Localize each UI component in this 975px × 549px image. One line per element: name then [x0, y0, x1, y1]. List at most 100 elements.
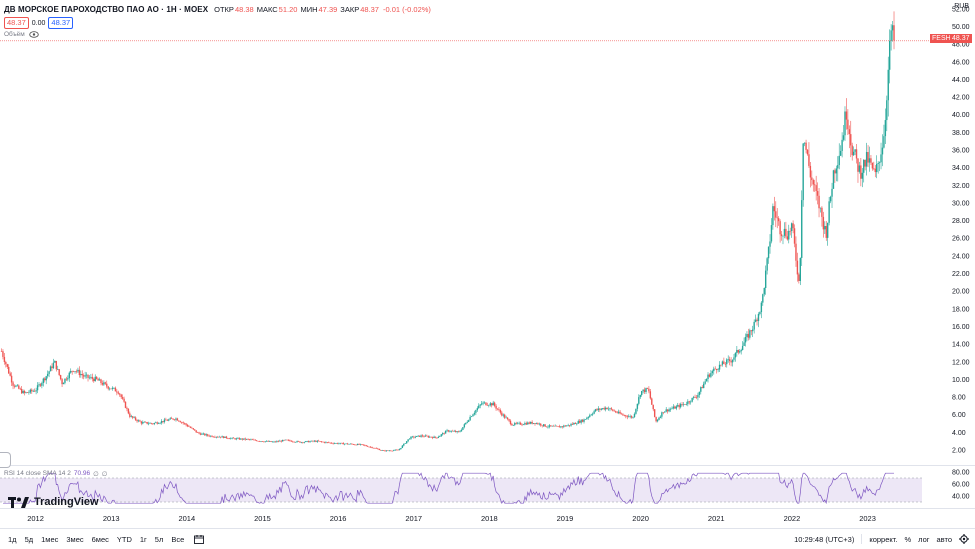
- candle-body: [754, 319, 757, 322]
- candle-body: [753, 321, 755, 330]
- adjust-button[interactable]: коррект.: [869, 534, 898, 544]
- candle-body: [313, 440, 316, 442]
- candle-body: [736, 349, 738, 353]
- range-button-YTD[interactable]: YTD: [116, 534, 132, 544]
- candle-body: [844, 111, 846, 136]
- candle-body: [209, 435, 212, 437]
- candle-body: [250, 439, 252, 441]
- candle-body: [498, 409, 500, 411]
- ask-price[interactable]: 48.37: [48, 17, 74, 29]
- currency-label[interactable]: RUB: [954, 3, 969, 10]
- candle-body: [855, 149, 858, 159]
- candle-body: [51, 366, 53, 369]
- candle-body: [251, 439, 254, 441]
- candle-body: [391, 450, 393, 452]
- candle-body: [183, 423, 186, 424]
- candle-body: [431, 437, 434, 439]
- candle-body: [482, 402, 484, 404]
- bid-ask-row: 48.37 0.00 48.37: [4, 17, 74, 29]
- candle-body: [230, 438, 232, 439]
- drawing-tools-toggle[interactable]: [0, 452, 11, 468]
- candle-body: [263, 441, 265, 443]
- percent-button[interactable]: %: [904, 534, 912, 544]
- range-button-3мес[interactable]: 3мес: [66, 534, 84, 544]
- tradingview-logo[interactable]: TradingView: [8, 496, 99, 508]
- log-button[interactable]: лог: [918, 534, 930, 544]
- candle-body: [587, 416, 590, 418]
- auto-button[interactable]: авто: [936, 534, 952, 544]
- candle-body: [312, 440, 314, 442]
- candle-body: [356, 443, 359, 446]
- range-button-5л[interactable]: 5л: [154, 534, 164, 544]
- candle-body: [558, 426, 561, 428]
- current-price-label: 48.37: [950, 34, 972, 43]
- candle-body: [130, 416, 132, 417]
- candle-body: [117, 392, 120, 394]
- candle-body: [821, 207, 823, 217]
- candle-body: [860, 165, 862, 179]
- ohlc-key: МАКС: [256, 4, 278, 14]
- y-tick-label: 52.00: [952, 6, 970, 13]
- candle-body: [646, 388, 649, 389]
- rsi-tick-label: 60.00: [952, 482, 970, 489]
- range-button-1мес[interactable]: 1мес: [41, 534, 59, 544]
- candle-body: [717, 369, 719, 371]
- y-tick-label: 2.00: [952, 448, 966, 455]
- candle-body: [728, 359, 731, 362]
- y-tick-label: 8.00: [952, 395, 966, 402]
- candle-body: [155, 422, 157, 424]
- candle-body: [695, 397, 698, 398]
- candle-body: [803, 142, 806, 144]
- candle-body: [264, 441, 267, 442]
- candle-body: [0, 351, 3, 352]
- x-tick-label: 2019: [557, 514, 574, 523]
- range-button-1г[interactable]: 1г: [139, 534, 147, 544]
- range-button-6мес[interactable]: 6мес: [91, 534, 109, 544]
- range-button-Все[interactable]: Все: [171, 534, 185, 544]
- candle-body: [868, 158, 871, 163]
- candle-body: [617, 411, 620, 413]
- candle-body: [649, 391, 652, 399]
- price-chart[interactable]: 80.00 60.00 40.00 2.00 4.00 6.00 8.00 10.00 12.…: [0, 0, 975, 528]
- candle-body: [842, 135, 845, 140]
- divider: [861, 534, 863, 544]
- candle-body: [829, 196, 832, 202]
- clock[interactable]: 10:29:48 (UTC+3): [794, 534, 855, 544]
- candle-body: [222, 436, 225, 439]
- y-tick-label: 46.00: [952, 59, 970, 66]
- candle-body: [887, 69, 889, 101]
- candle-body: [247, 438, 249, 440]
- candle-body: [338, 443, 340, 445]
- ohlc-value: -0.01 (-0.02%): [382, 4, 431, 14]
- rsi-label[interactable]: RSI 14 close SMA 14 2: [4, 470, 71, 477]
- candle-body: [80, 374, 82, 376]
- ohlc-item: МИН47.39: [300, 5, 337, 14]
- range-button-5д[interactable]: 5д: [24, 534, 34, 544]
- y-tick-label: 42.00: [952, 95, 970, 102]
- candle-body: [682, 404, 685, 405]
- candle-body: [3, 356, 6, 363]
- gear-icon[interactable]: [959, 534, 969, 544]
- symbol-price-tag: FESH: [930, 34, 953, 43]
- candle-body: [234, 438, 236, 440]
- candle-body: [541, 425, 543, 427]
- calendar-range-icon[interactable]: [194, 534, 205, 544]
- candle-body: [408, 438, 411, 440]
- candle-body: [292, 441, 294, 443]
- bid-price[interactable]: 48.37: [4, 17, 29, 29]
- candle-body: [254, 439, 256, 441]
- candle-body: [628, 416, 630, 418]
- range-button-1д[interactable]: 1д: [8, 534, 17, 544]
- candle-body: [632, 417, 634, 418]
- candle-body: [384, 450, 386, 452]
- candle-body: [129, 413, 131, 417]
- candle-body: [36, 385, 39, 391]
- candle-body: [91, 376, 94, 379]
- candle-body: [196, 432, 199, 433]
- candle-body: [423, 436, 425, 437]
- eye-icon[interactable]: [28, 31, 39, 38]
- candle-body: [570, 424, 572, 426]
- symbol-title[interactable]: ДВ МОРСКОЕ ПАРОХОДСТВО ПАО АО · 1Н · MOE…: [4, 4, 209, 14]
- y-tick-label: 22.00: [952, 271, 970, 278]
- candle-body: [388, 450, 391, 452]
